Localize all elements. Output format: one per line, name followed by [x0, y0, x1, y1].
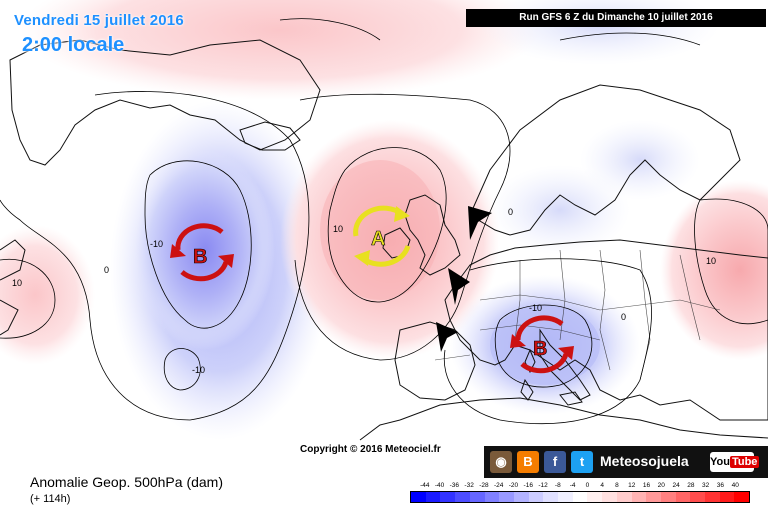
run-info: Run GFS 6 Z du Dimanche 10 juillet 2016 [466, 9, 766, 27]
scale-label: 4 [600, 482, 604, 489]
copyright: Copyright © 2016 Meteociel.fr [300, 444, 441, 455]
scale-swatch [705, 492, 720, 502]
scale-label: -44 [420, 482, 430, 489]
map-title: Anomalie Geop. 500hPa (dam) [30, 474, 223, 490]
scale-label: -20 [508, 482, 519, 489]
arrow-icon [468, 206, 492, 240]
brand-name: Meteosojuela [600, 453, 689, 469]
scale-swatch [543, 492, 559, 502]
pressure-center-low-mediterranean: B [510, 315, 574, 374]
scale-label: -36 [449, 482, 460, 489]
scale-label: 16 [642, 482, 651, 489]
valid-date: Vendredi 15 juillet 2016 [14, 12, 184, 29]
scale-label: -8 [554, 482, 561, 489]
scale-swatch [528, 492, 544, 502]
contour-label-zero-north-sea: 0 [508, 207, 513, 217]
scale-bar [410, 491, 750, 503]
youtube-icon[interactable]: You Tube [710, 452, 760, 472]
valid-time: 2:00 locale [22, 34, 125, 56]
scale-label: 32 [702, 482, 710, 489]
pressure-letter-low-atlantic: B [193, 246, 207, 268]
twitter-icon[interactable]: t [571, 451, 593, 473]
scale-label: -4 [569, 482, 576, 489]
contour-label-zero-west: 0 [104, 265, 109, 275]
anomaly-fields [0, 0, 768, 440]
scale-labels: -44 -40 -36 -32 -28 -24 -20 -16 -12 -8 -4 0 4 8 12 16 20… [410, 482, 750, 491]
scale-swatch [660, 492, 676, 502]
youtube-you: You [710, 456, 730, 468]
scale-label: -28 [479, 482, 489, 489]
scale-swatch [484, 492, 500, 502]
country-borders [434, 249, 721, 381]
scale-label: -40 [434, 482, 445, 489]
scale-label: -32 [464, 482, 474, 489]
arrow-icon [436, 322, 458, 352]
scale-label: 0 [585, 482, 590, 489]
contour-label-zero-central-europe: 0 [621, 312, 626, 322]
scale-swatch [646, 492, 661, 502]
contour-label-atlantic-low: -10 [150, 239, 163, 249]
pressure-center-low-atlantic: B [170, 223, 234, 282]
scale-swatch [513, 492, 529, 502]
facebook-icon[interactable]: f [544, 451, 566, 473]
contour-label-east-europe: 10 [706, 256, 716, 266]
instagram-icon[interactable]: ◉ [490, 451, 512, 473]
scale-swatch [499, 492, 514, 502]
contour-label-west-edge: 10 [12, 278, 22, 288]
blogger-icon[interactable]: B [517, 451, 539, 473]
scale-swatch [469, 492, 485, 502]
contour-label-atlantic-low-south: -10 [192, 365, 205, 375]
scale-label: 12 [628, 482, 636, 489]
scale-label: -16 [523, 482, 533, 489]
scale-swatch [602, 492, 617, 502]
scale-swatch [558, 492, 573, 502]
arrow-icon [448, 268, 470, 305]
scale-swatch [734, 492, 750, 502]
scale-label: -12 [538, 482, 548, 489]
contour-lines [0, 18, 768, 425]
pressure-letter-high-british-isles: A [371, 228, 385, 250]
scale-swatch [690, 492, 706, 502]
scale-label: 20 [657, 482, 665, 489]
scale-swatch [616, 492, 632, 502]
contour-label-british-high: 10 [333, 224, 343, 234]
social-bar: ◉ B f t Meteosojuela You Tube [484, 446, 768, 478]
scale-label: 8 [615, 482, 619, 489]
scale-swatch [572, 492, 588, 502]
scale-swatch [631, 492, 647, 502]
youtube-tube: Tube [729, 456, 760, 468]
color-scale: -44 -40 -36 -32 -28 -24 -20 -16 -12 -8 -4 0 4 8 12 16 20… [410, 482, 750, 503]
flow-arrows [436, 206, 492, 352]
scale-swatch [587, 492, 603, 502]
scale-label: 40 [731, 482, 739, 489]
scale-swatch [719, 492, 735, 502]
forecast-hour: (+ 114h) [30, 493, 71, 505]
scale-swatch [675, 492, 691, 502]
pressure-center-high-british-isles: A [353, 205, 411, 267]
scale-swatch [425, 492, 441, 502]
contour-labels: -10 -10 0 10 10 0 -10 0 10 [12, 207, 716, 375]
scale-label: -24 [493, 482, 504, 489]
scale-label: 36 [716, 482, 725, 489]
scale-swatch [411, 492, 426, 502]
scale-swatch [440, 492, 456, 502]
scale-label: 28 [687, 482, 695, 489]
scale-label: 24 [672, 482, 680, 489]
pressure-letter-low-mediterranean: B [533, 338, 547, 360]
contour-label-mediterranean-low: -10 [529, 303, 542, 313]
scale-swatch [455, 492, 470, 502]
